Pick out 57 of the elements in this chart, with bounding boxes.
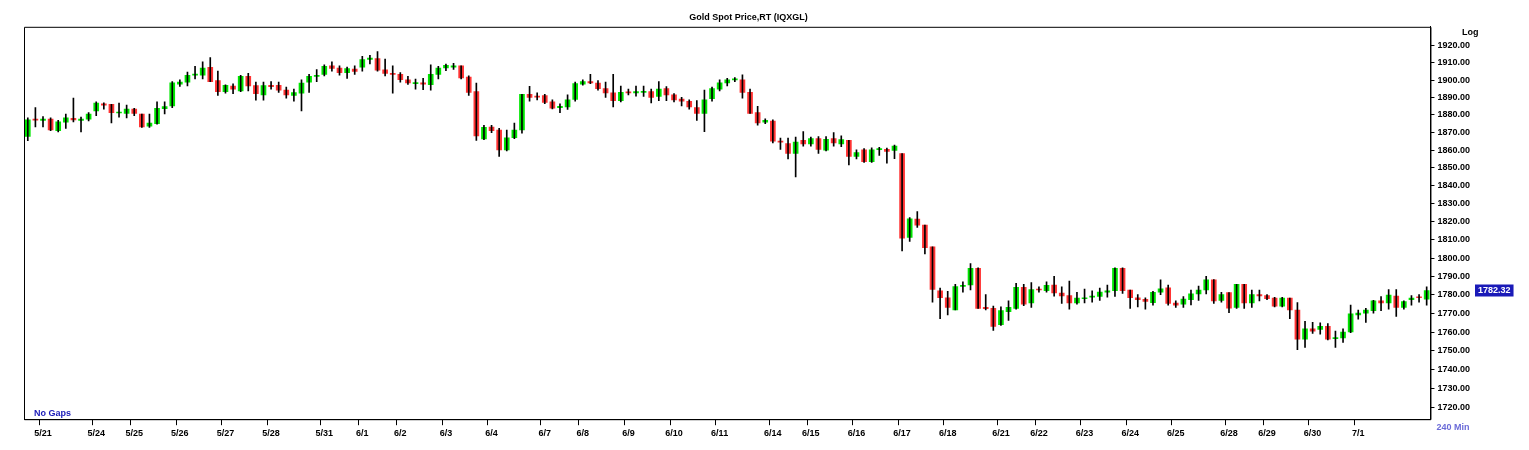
x-tick-label: 6/18 <box>938 428 957 439</box>
x-tick-label: 5/27 <box>216 428 235 439</box>
x-tick-label: 6/21 <box>992 428 1010 439</box>
y-tick-label: 1920.00 <box>1437 40 1471 51</box>
x-tick-label: 6/4 <box>485 428 498 439</box>
x-tick-label: 5/28 <box>262 428 280 439</box>
x-tick-label: 6/2 <box>394 428 407 439</box>
y-tick-label: 1780.00 <box>1437 289 1471 300</box>
x-tick-label: 6/30 <box>1303 428 1322 439</box>
y-tick-label: 1800.00 <box>1437 252 1471 263</box>
x-tick-label: 5/25 <box>125 428 143 439</box>
chart-title: Gold Spot Price,RT (IQXGL) <box>689 11 808 22</box>
y-tick-label: 1850.00 <box>1437 162 1471 173</box>
x-tick-label: 6/23 <box>1075 428 1094 439</box>
y-tick-label: 1760.00 <box>1437 326 1471 337</box>
annotation: No Gaps <box>34 407 72 418</box>
text: 240 Min <box>1436 421 1470 432</box>
x-tick-label: 6/9 <box>622 428 635 439</box>
x-tick-label: 6/1 <box>356 428 369 439</box>
x-tick-label: 5/26 <box>171 428 189 439</box>
x-tick-label: 6/14 <box>764 428 782 439</box>
x-tick-label: 6/15 <box>802 428 820 439</box>
y-tick-label: 1730.00 <box>1437 383 1471 394</box>
y-tick-label: 1870.00 <box>1437 126 1471 137</box>
y-tick-label: 1910.00 <box>1437 57 1471 68</box>
x-tick-label: 6/22 <box>1030 428 1048 439</box>
y-tick-label: 1890.00 <box>1437 91 1471 102</box>
x-tick-label: 5/31 <box>315 428 334 439</box>
x-tick-label: 6/11 <box>711 428 729 439</box>
y-tick-label: 1790.00 <box>1437 270 1471 281</box>
x-tick-label: 6/7 <box>538 428 552 439</box>
y-tick-label: 1720.00 <box>1437 402 1471 413</box>
x-tick-label: 5/24 <box>87 428 105 439</box>
y-tick-label: 1820.00 <box>1437 216 1471 227</box>
y-tick-label: 1810.00 <box>1437 234 1471 245</box>
x-tick-label: 6/28 <box>1220 428 1238 439</box>
x-tick-label: 6/24 <box>1121 428 1139 439</box>
y-tick-label: 1860.00 <box>1437 144 1471 155</box>
text: Log <box>1461 27 1479 38</box>
candlestick <box>139 113 145 128</box>
y-tick-label: 1840.00 <box>1437 180 1471 191</box>
text: 1782.32 <box>1478 285 1511 296</box>
y-tick-label: 1740.00 <box>1437 364 1471 375</box>
x-tick-label: 6/29 <box>1258 428 1276 439</box>
y-tick-label: 1830.00 <box>1437 198 1471 209</box>
x-tick-label: 7/1 <box>1351 428 1365 439</box>
x-tick-label: 6/17 <box>893 428 911 439</box>
x-tick-label: 5/21 <box>34 428 52 439</box>
x-tick-label: 6/25 <box>1167 428 1185 439</box>
y-tick-label: 1900.00 <box>1437 74 1471 85</box>
y-tick-label: 1770.00 <box>1437 307 1471 318</box>
x-tick-label: 6/10 <box>665 428 683 439</box>
x-tick-label: 6/3 <box>439 428 453 439</box>
x-tick-label: 6/8 <box>576 428 590 439</box>
y-tick-label: 1880.00 <box>1437 109 1471 120</box>
y-tick-label: 1750.00 <box>1437 345 1471 356</box>
x-tick-label: 6/16 <box>847 428 866 439</box>
